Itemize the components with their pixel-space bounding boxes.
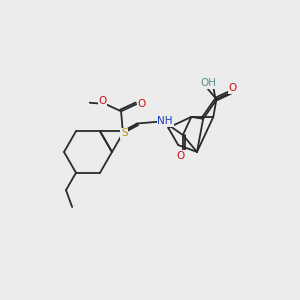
Text: OH: OH <box>200 78 216 88</box>
Text: O: O <box>98 96 107 106</box>
Text: O: O <box>177 151 185 161</box>
Text: O: O <box>137 99 146 109</box>
Text: S: S <box>121 128 128 138</box>
Text: NH: NH <box>158 116 173 126</box>
Text: O: O <box>229 83 237 93</box>
